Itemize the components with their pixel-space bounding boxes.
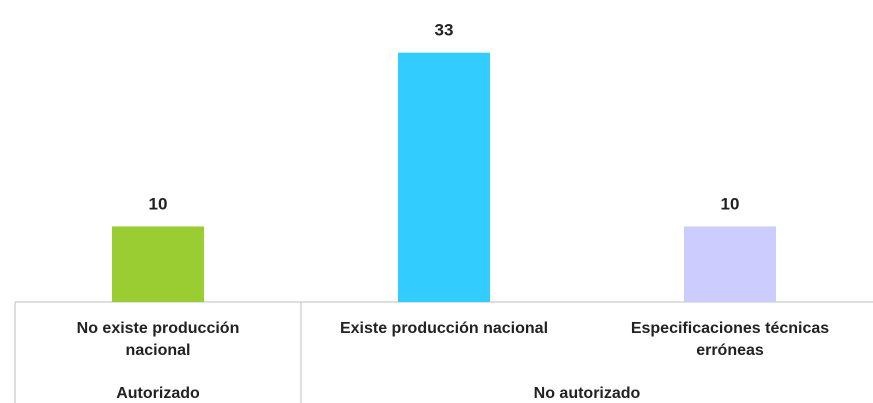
bars-layer <box>112 52 776 302</box>
category-tick-label: erróneas <box>696 342 764 359</box>
data-label: 33 <box>435 21 454 40</box>
data-label: 10 <box>721 194 740 213</box>
category-tick-label: No existe producción <box>77 320 240 337</box>
bar <box>398 52 490 302</box>
category-tick-label: Especificaciones técnicas <box>631 320 829 337</box>
data-label: 10 <box>149 194 168 213</box>
labels-layer: 10 No existe producción nacional 33 Existe p… <box>77 21 830 402</box>
bar <box>684 226 776 302</box>
category-tick-label: Existe producción nacional <box>340 320 548 337</box>
group-tick-label: No autorizado <box>534 385 641 402</box>
category-tick-label: nacional <box>126 342 191 359</box>
group-tick-label: Autorizado <box>116 385 200 402</box>
bar <box>112 226 204 302</box>
